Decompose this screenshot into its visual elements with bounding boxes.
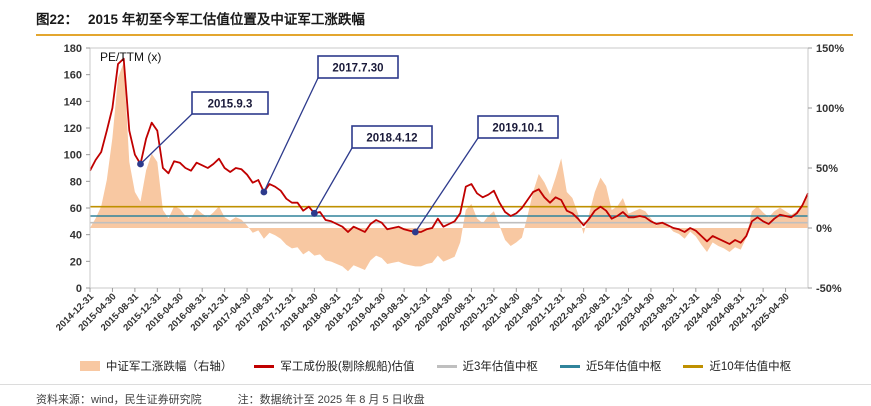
left-tick-label: 40 <box>70 230 82 242</box>
annotation-label-0: 2015.9.3 <box>208 99 253 111</box>
left-tick-label: 120 <box>64 123 82 135</box>
figure-number: 图22： <box>36 12 79 27</box>
right-tick-label: 0% <box>816 223 832 235</box>
left-tick-label: 160 <box>64 70 82 82</box>
right-tick-label: 100% <box>816 103 844 115</box>
legend-item-3: 近5年估值中枢 <box>559 358 662 374</box>
chart-svg: 0 20 40 60 80 100 120 140 160 180 -50% 0% 50% 100% 150… <box>54 43 844 333</box>
source-text: 资料来源：wind，民生证券研究院 <box>36 394 202 406</box>
figure-title: 2015 年初至今军工估值位置及中证军工涨跌幅 <box>88 12 365 27</box>
legend-label: 近3年估值中枢 <box>462 361 538 373</box>
right-tick-label: -50% <box>816 283 842 295</box>
right-tick-label: 50% <box>816 163 838 175</box>
annotation-label-2: 2018.4.12 <box>366 133 417 145</box>
legend-label: 军工成份股(剔除舰船)估值 <box>280 361 415 373</box>
legend-line-swatch <box>683 364 704 368</box>
left-axis-title: PE/TTM (x) <box>100 50 161 64</box>
legend-label: 近10年估值中枢 <box>709 361 792 373</box>
legend-line-swatch <box>436 364 457 368</box>
left-tick-label: 100 <box>64 150 82 162</box>
legend-area-swatch <box>79 361 100 371</box>
right-tick-label: 150% <box>816 43 844 55</box>
annotation-dot-1 <box>260 188 268 196</box>
legend-item-0: 中证军工涨跌幅（右轴） <box>79 358 233 374</box>
legend-line-swatch <box>254 364 275 368</box>
legend-line-swatch <box>559 364 580 368</box>
legend-item-4: 近10年估值中枢 <box>683 358 791 374</box>
annotation-box-3 <box>477 115 559 139</box>
annotation-connector-0 <box>140 113 193 165</box>
annotation-label-1: 2017.7.30 <box>332 63 383 75</box>
annotation-box-2 <box>351 125 433 149</box>
legend-label: 近5年估值中枢 <box>585 361 662 373</box>
legend-item-2: 近3年估值中枢 <box>436 358 538 374</box>
left-tick-label: 180 <box>64 43 82 55</box>
annotation-box-0 <box>191 91 269 115</box>
legend-label: 中证军工涨跌幅（右轴） <box>105 361 233 373</box>
left-tick-label: 0 <box>76 283 82 295</box>
figure-header: 图22： 2015 年初至今军工估值位置及中证军工涨跌幅 <box>0 0 871 29</box>
left-tick-label: 140 <box>64 96 82 108</box>
left-tick-label: 20 <box>70 256 82 268</box>
annotation-label-3: 2019.10.1 <box>492 123 544 135</box>
pe-line-series <box>89 57 809 245</box>
annotation-connector-1 <box>263 77 319 193</box>
legend-item-1: 军工成份股(剔除舰船)估值 <box>254 358 415 374</box>
area-series <box>90 62 808 272</box>
title-underline <box>36 34 853 36</box>
annotation-connector-3 <box>414 137 479 233</box>
chart-legend: 中证军工涨跌幅（右轴） 军工成份股(剔除舰船)估值 近3年估值中枢 近5年估值中枢 近1… <box>0 356 871 376</box>
annotation-connector-2 <box>313 147 353 214</box>
figure-footer: 资料来源：wind，民生证券研究院 注：数据统计至 2025 年 8 月 5 日… <box>0 384 871 406</box>
annotation-dot-2 <box>310 209 318 217</box>
left-tick-label: 60 <box>70 203 82 215</box>
annotation-dot-0 <box>137 160 144 168</box>
chart-area: 0 20 40 60 80 100 120 140 160 180 -50% 0% 50% 100% 150… <box>0 36 871 354</box>
annotation-dot-3 <box>411 228 419 236</box>
note-text: 注：数据统计至 2025 年 8 月 5 日收盘 <box>237 394 425 406</box>
left-tick-label: 80 <box>70 176 82 188</box>
annotation-box-1 <box>317 55 399 79</box>
